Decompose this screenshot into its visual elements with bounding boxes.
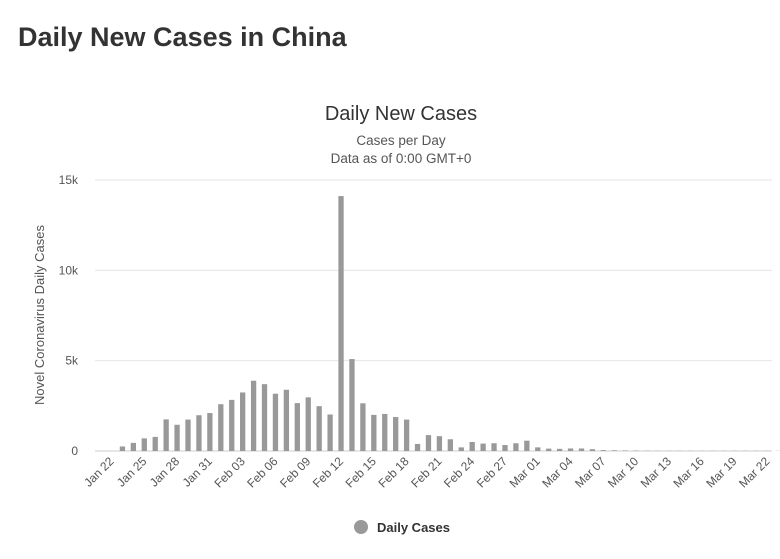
bar[interactable] xyxy=(556,448,563,451)
x-tick-label: Feb 06 xyxy=(244,454,281,491)
bar[interactable] xyxy=(578,448,585,451)
x-tick-label: Mar 16 xyxy=(671,454,708,491)
bar[interactable] xyxy=(305,397,311,451)
bar[interactable] xyxy=(240,392,246,451)
bar[interactable] xyxy=(480,443,486,451)
bar[interactable] xyxy=(436,436,443,451)
bar[interactable] xyxy=(119,446,126,451)
bar[interactable] xyxy=(600,450,606,451)
bar[interactable] xyxy=(163,419,169,451)
bar[interactable] xyxy=(338,196,344,451)
x-tick-label: Feb 09 xyxy=(277,454,314,491)
bar[interactable] xyxy=(502,445,508,451)
bar[interactable] xyxy=(524,440,530,451)
bar[interactable] xyxy=(403,419,410,451)
bar[interactable] xyxy=(567,448,574,451)
x-tick-label: Feb 24 xyxy=(441,454,478,491)
y-tick-label: 10k xyxy=(59,263,79,277)
bar[interactable] xyxy=(360,403,366,451)
bar[interactable] xyxy=(185,419,191,451)
y-axis-label: Novel Coronavirus Daily Cases xyxy=(32,225,47,405)
bar[interactable] xyxy=(447,439,453,451)
bar[interactable] xyxy=(152,436,158,451)
bar[interactable] xyxy=(414,443,421,451)
bar[interactable] xyxy=(218,404,224,451)
y-tick-label: 15k xyxy=(59,173,79,187)
bar[interactable] xyxy=(371,414,377,451)
bar[interactable] xyxy=(250,380,257,451)
bar[interactable] xyxy=(229,399,235,451)
bar[interactable] xyxy=(425,435,432,451)
gridlines xyxy=(95,179,772,452)
bar[interactable] xyxy=(272,393,279,451)
bars xyxy=(119,196,780,451)
x-tick-label: Mar 07 xyxy=(572,454,609,491)
bar[interactable] xyxy=(382,413,388,451)
bar[interactable] xyxy=(589,449,596,451)
bar[interactable] xyxy=(196,415,202,451)
bar[interactable] xyxy=(174,424,180,451)
bar[interactable] xyxy=(622,450,628,451)
chart-subtitle-line-1: Cases per Day xyxy=(356,133,446,148)
bar[interactable] xyxy=(261,384,268,451)
legend[interactable]: Daily Cases xyxy=(354,520,450,535)
bar[interactable] xyxy=(207,413,213,451)
x-tick-label: Mar 01 xyxy=(507,454,544,491)
bar[interactable] xyxy=(513,443,519,451)
bar[interactable] xyxy=(349,359,355,451)
bar[interactable] xyxy=(130,442,137,451)
y-tick-label: 5k xyxy=(65,354,79,368)
bar[interactable] xyxy=(535,447,541,451)
legend-marker-daily-cases xyxy=(354,520,368,534)
page-title: Daily New Cases in China xyxy=(18,22,347,52)
chart-title: Daily New Cases xyxy=(325,103,477,125)
x-tick-label: Jan 22 xyxy=(81,454,117,490)
bar[interactable] xyxy=(327,414,333,451)
x-tick-label: Feb 15 xyxy=(343,454,380,491)
bar[interactable] xyxy=(283,389,290,451)
x-tick-label: Mar 13 xyxy=(638,454,675,491)
legend-label-daily-cases[interactable]: Daily Cases xyxy=(377,520,450,535)
x-tick-label: Feb 03 xyxy=(211,454,248,491)
x-tick-label: Jan 25 xyxy=(114,454,150,490)
chart-subtitle-line-2: Data as of 0:00 GMT+0 xyxy=(331,151,472,166)
x-tick-label: Mar 19 xyxy=(703,454,740,491)
x-tick-label: Mar 10 xyxy=(605,454,642,491)
bar[interactable] xyxy=(611,450,617,451)
bar[interactable] xyxy=(491,443,497,451)
x-tick-label: Jan 31 xyxy=(180,454,216,490)
y-axis-ticks: 0 5k 10k 15k xyxy=(59,173,79,458)
bar[interactable] xyxy=(316,406,322,451)
bar[interactable] xyxy=(141,438,147,451)
bar[interactable] xyxy=(294,403,300,451)
x-tick-label: Jan 28 xyxy=(147,454,183,490)
x-tick-label: Feb 21 xyxy=(408,454,445,491)
bar[interactable] xyxy=(546,448,552,451)
bar[interactable] xyxy=(469,441,475,451)
x-tick-label: Mar 04 xyxy=(539,454,576,491)
x-tick-label: Feb 18 xyxy=(375,454,412,491)
bar[interactable] xyxy=(393,417,399,451)
x-tick-label: Feb 12 xyxy=(310,454,347,491)
y-tick-label: 0 xyxy=(71,444,78,458)
bar[interactable] xyxy=(458,447,464,451)
x-tick-label: Feb 27 xyxy=(474,454,511,491)
x-tick-label: Mar 22 xyxy=(736,454,773,491)
